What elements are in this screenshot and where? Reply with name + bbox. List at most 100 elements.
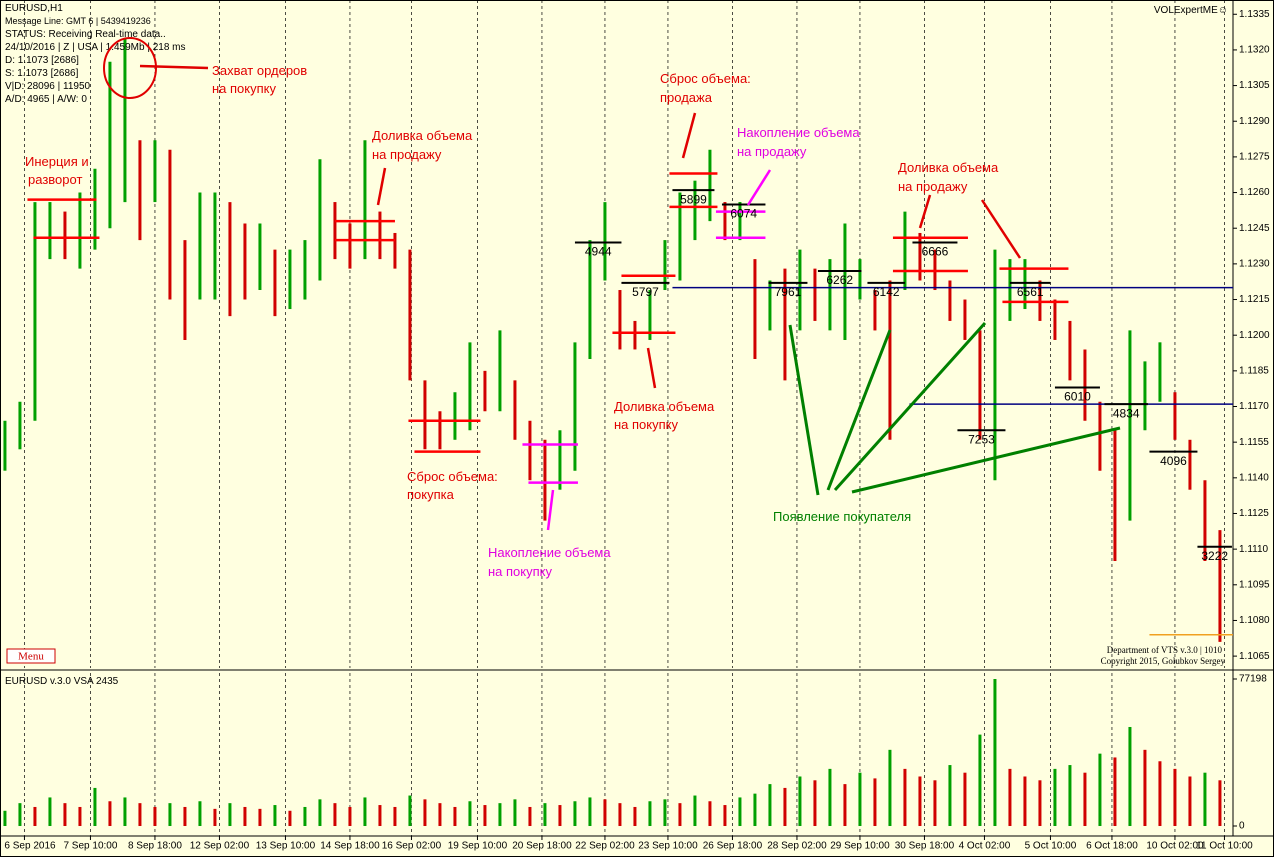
volume-bar xyxy=(288,810,292,827)
annotation: на продажу xyxy=(737,144,807,159)
volume-bar xyxy=(228,803,232,827)
volume-bar xyxy=(468,801,472,827)
volume-bar xyxy=(1008,768,1012,827)
annotation: Инерция и xyxy=(25,154,89,169)
annotation: на покупку xyxy=(614,417,678,432)
volume-bar xyxy=(513,799,517,827)
x-tick-label: 10 Oct 02:00 xyxy=(1146,841,1204,852)
volume-bar xyxy=(318,799,322,827)
volume-bar xyxy=(873,778,877,827)
volume-bar xyxy=(333,803,337,827)
x-tick-label: 14 Sep 18:00 xyxy=(320,841,380,852)
volume-bar xyxy=(1188,776,1192,827)
arrows xyxy=(139,64,1022,389)
status: STATUS: Receiving Real-time data.. xyxy=(5,29,166,40)
volume-bar xyxy=(303,806,307,827)
volume-bar xyxy=(528,806,532,827)
volume-bar xyxy=(543,803,547,827)
annotation: Появление покупателя xyxy=(773,509,911,524)
y-tick-label: 1.1230 xyxy=(1239,259,1270,270)
volume-bar xyxy=(18,803,22,827)
annotation: Накопление объема xyxy=(488,545,611,560)
volume-bar xyxy=(693,795,697,827)
volume-level-label: 4944 xyxy=(585,245,612,259)
volume-bar xyxy=(933,780,937,827)
x-tick-label: 29 Sep 10:00 xyxy=(830,841,890,852)
x-tick-label: 22 Sep 02:00 xyxy=(575,841,635,852)
annotation: продажа xyxy=(660,90,713,105)
volume-bar xyxy=(978,734,982,827)
x-tick-label: 6 Sep 2016 xyxy=(4,841,56,852)
volume-bar xyxy=(588,797,592,827)
volume-bar xyxy=(183,806,187,827)
x-tick-label: 4 Oct 02:00 xyxy=(959,841,1011,852)
volume-bar xyxy=(798,776,802,827)
volume-bar xyxy=(33,806,37,827)
volume-bar xyxy=(633,806,637,827)
volume-bar xyxy=(408,795,412,827)
vd-line: V|D: 28096 | 11950 xyxy=(5,81,91,92)
x-tick-label: 28 Sep 02:00 xyxy=(767,841,827,852)
annotation: на покупку xyxy=(488,564,552,579)
volume-bar xyxy=(3,810,7,827)
volume-bar xyxy=(1128,726,1132,827)
overlay: EURUSD,H1 Message Line: GMT 6 | 54394192… xyxy=(5,3,1228,687)
volume-level-label: 4096 xyxy=(1160,454,1187,468)
volume-level-label: 6666 xyxy=(922,245,949,259)
volume-bar xyxy=(393,806,397,827)
volume-bar xyxy=(348,806,352,827)
volume-bar xyxy=(78,806,82,827)
volume-title: EURUSD v.3.0 VSA 2435 xyxy=(5,676,119,687)
annotation: разворот xyxy=(28,172,82,187)
volume-bar xyxy=(768,784,772,827)
y-tick-label: 1.1215 xyxy=(1239,294,1270,305)
brand: VOLExpertME☺ xyxy=(1154,5,1228,16)
volume-bar xyxy=(948,765,952,827)
volume-bar xyxy=(618,803,622,827)
volume-bar xyxy=(1113,757,1117,827)
volume-bar xyxy=(738,797,742,827)
menu-button[interactable] xyxy=(6,648,56,664)
volume-bar xyxy=(858,772,862,827)
x-tick-label: 13 Sep 10:00 xyxy=(256,841,316,852)
volume-level-label: 7961 xyxy=(775,285,802,299)
volume-bar xyxy=(93,787,97,827)
y-tick-label: 1.1305 xyxy=(1239,80,1270,91)
volume-level-label: 5797 xyxy=(632,285,659,299)
volume-bar xyxy=(1038,780,1042,827)
volume-bar xyxy=(168,803,172,827)
arrows xyxy=(788,321,1121,496)
x-tick-label: 30 Sep 18:00 xyxy=(895,841,955,852)
y-tick-label: 1.1140 xyxy=(1239,472,1269,483)
volume-bar xyxy=(648,801,652,827)
x-tick-label: 16 Sep 02:00 xyxy=(382,841,442,852)
footer-line: Department of VTS v.3.0 | 1010 xyxy=(1107,645,1223,655)
annotation: Накопление объема xyxy=(737,125,860,140)
y-tick-label: 1.1185 xyxy=(1239,365,1269,376)
volume-bar xyxy=(483,805,487,827)
annotation: Сброс объема: xyxy=(660,71,751,86)
x-tick-label: 6 Oct 18:00 xyxy=(1086,841,1138,852)
volume-bar xyxy=(753,793,757,827)
y-tick-label: 1.1245 xyxy=(1239,223,1270,234)
annotation: на продажу xyxy=(898,179,968,194)
volume-bar xyxy=(213,808,217,827)
x-tick-label: 7 Sep 10:00 xyxy=(63,841,117,852)
volume-level-label: 6262 xyxy=(826,273,853,287)
volume-bar xyxy=(708,801,712,827)
volume-bar xyxy=(423,799,427,827)
footer-line: Copyright 2015, Golubkov Sergey xyxy=(1101,656,1226,666)
volume-bar xyxy=(993,679,997,827)
y-tick-label: 1.1335 xyxy=(1239,9,1270,20)
volume-bar xyxy=(153,806,157,827)
volume-bar xyxy=(558,805,562,827)
volume-bar xyxy=(963,772,967,827)
menu-label[interactable]: Menu xyxy=(18,651,44,663)
volume-bar xyxy=(843,784,847,827)
volume-bar xyxy=(723,805,727,827)
volume-bar xyxy=(48,797,52,827)
volume-level-label: 6010 xyxy=(1064,390,1091,404)
x-tick-label: 8 Sep 18:00 xyxy=(128,841,182,852)
volume-bar xyxy=(1158,761,1162,827)
volume-bar xyxy=(1143,749,1147,827)
